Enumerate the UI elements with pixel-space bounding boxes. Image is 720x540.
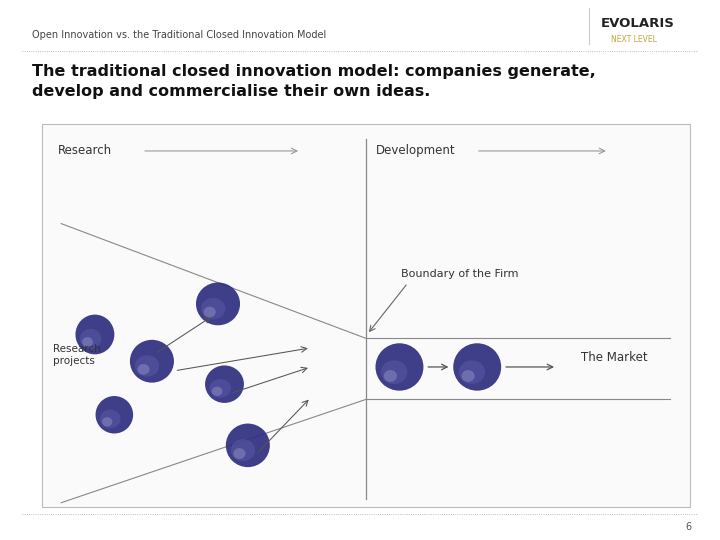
- Ellipse shape: [76, 315, 114, 354]
- Ellipse shape: [201, 298, 225, 319]
- Text: NEXT LEVEL: NEXT LEVEL: [611, 35, 657, 44]
- Text: EVOLARIS: EVOLARIS: [601, 17, 675, 30]
- Text: The traditional closed innovation model: companies generate,
develop and commerc: The traditional closed innovation model:…: [32, 64, 596, 99]
- Text: 6: 6: [685, 522, 691, 532]
- Ellipse shape: [130, 340, 174, 383]
- Text: Research
projects: Research projects: [53, 344, 102, 367]
- Ellipse shape: [231, 439, 255, 461]
- Ellipse shape: [80, 329, 102, 349]
- Ellipse shape: [212, 387, 222, 396]
- Text: Boundary of the Firm: Boundary of the Firm: [402, 269, 519, 280]
- Ellipse shape: [82, 337, 93, 347]
- Ellipse shape: [196, 282, 240, 325]
- Ellipse shape: [381, 360, 408, 384]
- Text: Development: Development: [376, 145, 455, 158]
- Text: The Market: The Market: [581, 351, 647, 364]
- Ellipse shape: [462, 370, 474, 382]
- Ellipse shape: [100, 409, 120, 428]
- Ellipse shape: [135, 355, 159, 377]
- Ellipse shape: [102, 417, 112, 427]
- Ellipse shape: [384, 370, 397, 382]
- Ellipse shape: [233, 448, 246, 459]
- Text: Open Innovation vs. the Traditional Closed Innovation Model: Open Innovation vs. the Traditional Clos…: [32, 30, 327, 40]
- Ellipse shape: [376, 343, 423, 390]
- FancyBboxPatch shape: [42, 124, 690, 507]
- Text: Research: Research: [58, 145, 112, 158]
- Ellipse shape: [210, 379, 231, 397]
- Ellipse shape: [454, 343, 501, 390]
- Ellipse shape: [138, 364, 150, 375]
- Ellipse shape: [204, 307, 216, 318]
- Ellipse shape: [205, 366, 244, 403]
- Ellipse shape: [226, 423, 270, 467]
- Ellipse shape: [459, 360, 485, 384]
- Ellipse shape: [96, 396, 133, 434]
